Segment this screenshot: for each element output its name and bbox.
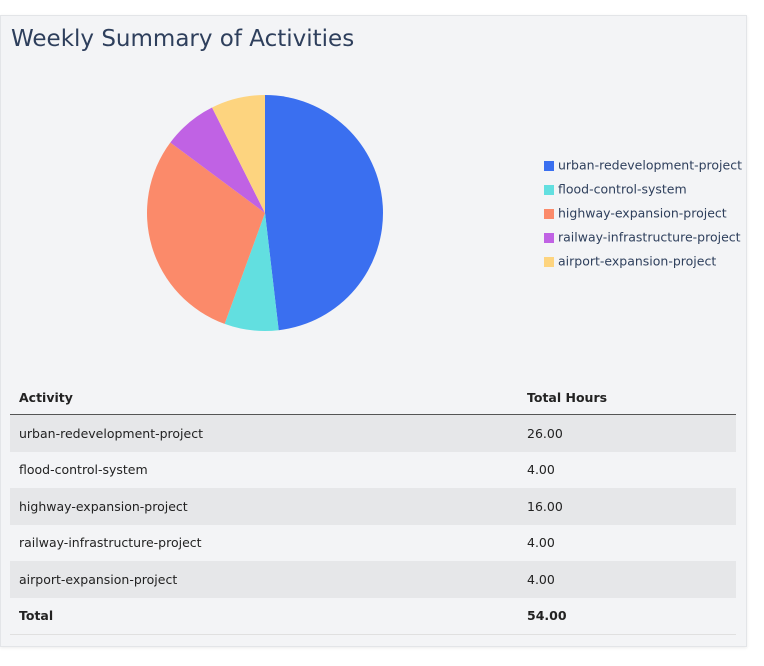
hours-cell: 16.00 [527,498,563,514]
total-row: Total 54.00 [10,597,736,635]
card-title: Weekly Summary of Activities [11,26,355,52]
hours-cell: 26.00 [527,425,563,441]
table-row: urban-redevelopment-project 26.00 [10,414,736,452]
total-label: Total [10,597,518,635]
column-header: Activity [10,380,518,415]
hours-cell: 4.00 [527,535,555,551]
card: Weekly Summary of Activities urban-redev… [0,15,747,647]
hours-cell: 4.00 [527,462,555,478]
column-header: Total Hours [518,380,736,415]
hours-cell: 4.00 [527,571,555,587]
legend-label: highway-expansion-project [558,206,727,221]
legend-swatch [544,185,554,195]
legend-label: urban-redevelopment-project [558,158,742,173]
legend-label: railway-infrastructure-project [558,230,741,245]
activity-cell: flood-control-system [19,462,148,478]
pie-slice [212,95,265,213]
legend-swatch [544,161,554,171]
activity-cell: highway-expansion-project [19,498,188,514]
legend-swatch [544,233,554,243]
table-row: railway-infrastructure-project 4.00 [10,525,736,562]
table-body: urban-redevelopment-project 26.00 flood-co… [10,414,736,598]
pie-slice [147,142,265,324]
pie-slice [170,107,265,213]
table-row: airport-expansion-project 4.00 [10,561,736,598]
legend-swatch [544,209,554,219]
activity-cell: urban-redevelopment-project [19,425,203,441]
table-row: flood-control-system 4.00 [10,452,736,489]
summary-table: Activity Total Hours urban-redevelopment… [10,380,736,635]
legend-swatch [544,257,554,267]
pie-slice [265,95,383,331]
total-value: 54.00 [518,597,736,635]
activity-cell: airport-expansion-project [19,571,178,587]
header-row: Activity Total Hours [10,380,736,415]
legend-label: flood-control-system [558,182,687,197]
legend-label: airport-expansion-project [558,254,716,269]
pie-chart: urban-redevelopment-project flood-control… [147,95,742,331]
activity-cell: railway-infrastructure-project [19,535,202,551]
table-row: highway-expansion-project 16.00 [10,488,736,525]
pie-slice [224,213,279,331]
